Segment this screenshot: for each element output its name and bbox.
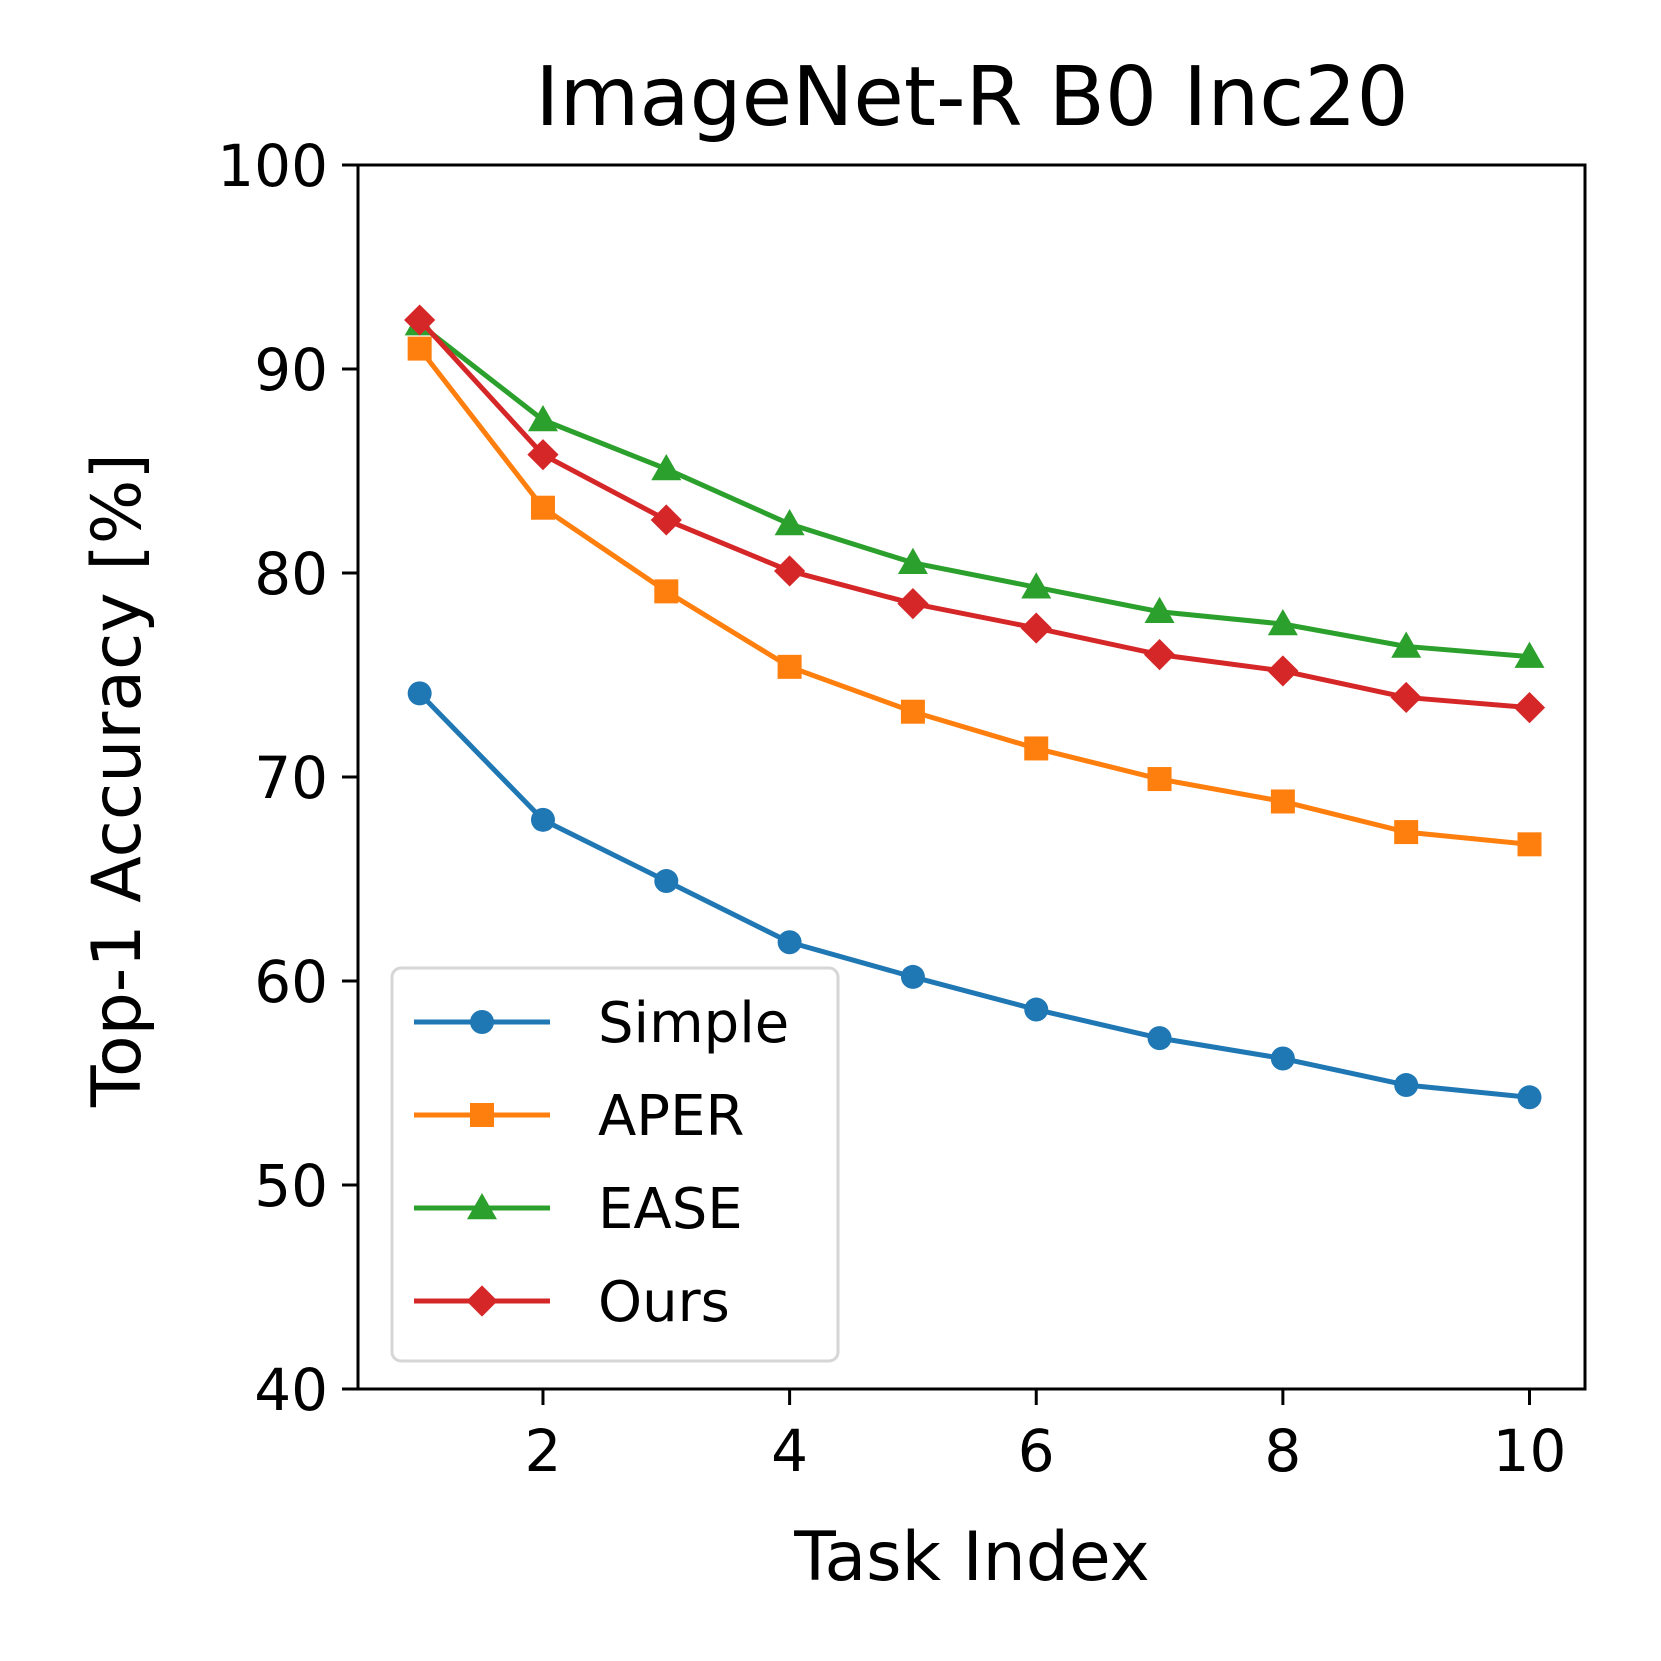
y-tick-label: 60 — [254, 948, 328, 1016]
legend-marker-simple — [470, 1010, 494, 1034]
legend-box — [390, 966, 840, 1363]
data-point-simple — [777, 930, 802, 955]
chart-title: ImageNet-R B0 Inc20 — [535, 50, 1408, 145]
data-point-ease — [651, 453, 682, 481]
series-aper — [407, 336, 1542, 857]
data-point-aper — [1517, 832, 1542, 857]
legend-marker-aper — [470, 1103, 494, 1127]
series-layer — [404, 304, 1546, 1110]
data-point-aper — [407, 336, 432, 361]
legend-entry-simple: Simple — [414, 991, 789, 1056]
data-point-ease — [897, 547, 928, 575]
data-point-ease — [774, 509, 805, 536]
data-point-aper — [1147, 767, 1172, 792]
x-tick-label: 6 — [1018, 1417, 1055, 1485]
y-tick-label: 80 — [254, 540, 328, 608]
data-point-ours — [1143, 639, 1176, 671]
data-point-ease — [1144, 596, 1175, 624]
x-axis-label: Task Index — [793, 1518, 1150, 1597]
legend-label-ease: EASE — [598, 1177, 743, 1242]
data-point-aper — [900, 699, 925, 724]
data-point-ours — [1020, 612, 1052, 644]
legend-label-simple: Simple — [598, 991, 789, 1056]
axis-ticks: 40 50 60 70 80 90 100 2 4 6 8 10 — [217, 132, 1566, 1485]
legend: Simple APER EASE Ours — [390, 966, 840, 1363]
y-axis-label: Top-1 Accuracy [%] — [78, 453, 157, 1108]
legend-entry-aper: APER — [414, 1084, 744, 1149]
data-point-simple — [1517, 1085, 1542, 1110]
legend-marker-ours — [466, 1285, 498, 1317]
series-simple — [407, 681, 1542, 1110]
data-point-aper — [777, 654, 802, 679]
data-point-ours — [897, 588, 929, 620]
legend-entry-ours: Ours — [414, 1270, 730, 1335]
data-point-aper — [1270, 789, 1295, 814]
plot-frame — [356, 163, 1587, 1391]
data-point-simple — [1270, 1046, 1295, 1071]
series-line-simple — [417, 691, 1530, 1100]
data-point-simple — [1147, 1026, 1172, 1051]
data-point-simple — [407, 681, 432, 706]
data-point-simple — [654, 869, 679, 894]
y-tick-label: 40 — [254, 1356, 328, 1424]
legend-label-ours: Ours — [598, 1270, 730, 1335]
data-point-ours — [1390, 681, 1422, 714]
series-ours — [404, 304, 1546, 724]
x-tick-label: 8 — [1264, 1417, 1301, 1485]
data-point-ease — [1021, 572, 1052, 599]
x-tick-label: 4 — [771, 1417, 808, 1485]
y-tick-label: 100 — [217, 132, 328, 200]
data-point-ease — [1267, 609, 1298, 636]
legend-entry-ease: EASE — [414, 1177, 743, 1242]
data-point-simple — [1024, 997, 1049, 1022]
data-point-ours — [1513, 692, 1546, 724]
y-tick-label: 90 — [254, 336, 328, 404]
data-point-simple — [1394, 1073, 1419, 1098]
series-line-ours — [417, 318, 1530, 711]
legend-label-aper: APER — [598, 1084, 744, 1149]
x-tick-label: 2 — [525, 1417, 562, 1485]
data-point-aper — [1024, 736, 1049, 761]
data-point-simple — [900, 964, 925, 989]
data-point-aper — [1394, 820, 1419, 845]
series-ease — [404, 309, 1545, 668]
x-tick-label: 10 — [1493, 1417, 1567, 1485]
data-point-aper — [654, 579, 679, 604]
data-point-aper — [530, 495, 555, 520]
data-point-ours — [774, 555, 806, 587]
data-point-ours — [527, 439, 559, 471]
data-point-ours — [650, 504, 682, 536]
data-point-ours — [1267, 655, 1299, 687]
data-point-ours — [404, 304, 436, 336]
series-line-aper — [417, 347, 1530, 847]
legend-marker-ease — [467, 1193, 497, 1220]
y-tick-label: 70 — [254, 744, 328, 812]
data-point-simple — [530, 807, 555, 832]
data-point-ease — [527, 405, 558, 432]
data-point-ease — [1391, 631, 1422, 658]
data-point-ease — [1514, 641, 1545, 668]
series-line-ease — [418, 322, 1530, 660]
y-tick-label: 50 — [254, 1152, 328, 1220]
